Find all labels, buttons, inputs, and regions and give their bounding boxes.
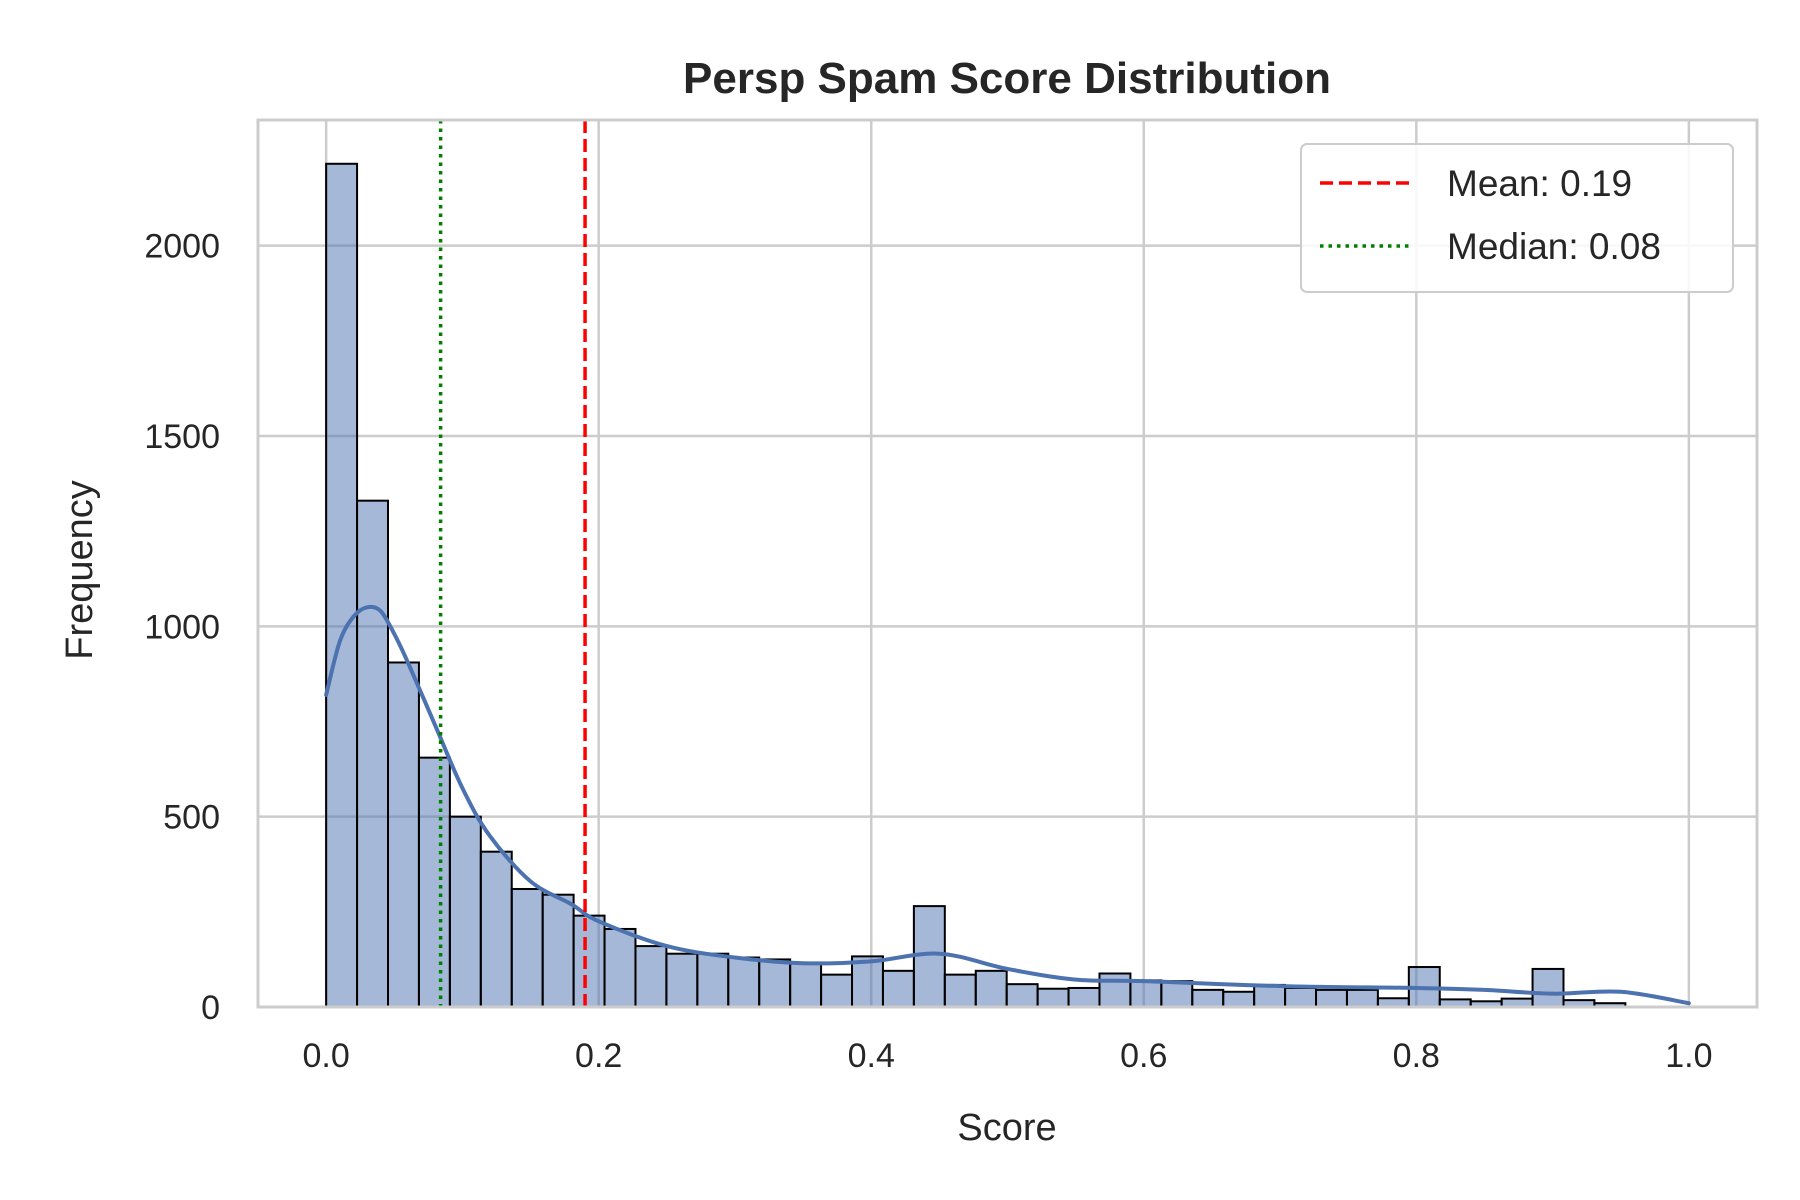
histogram-bar bbox=[479, 850, 513, 1008]
histogram-bar bbox=[696, 952, 730, 1008]
legend-box bbox=[1300, 143, 1734, 293]
x-tick-label: 0.0 bbox=[303, 1037, 350, 1075]
histogram-bar bbox=[1345, 988, 1379, 1008]
histogram-bar bbox=[448, 815, 482, 1009]
legend: Mean: 0.19 Median: 0.08 bbox=[1300, 143, 1734, 293]
histogram-bar bbox=[1160, 980, 1194, 1008]
histogram-bar bbox=[603, 927, 637, 1008]
histogram-bar bbox=[510, 887, 544, 1008]
plot-frame bbox=[256, 118, 1759, 1009]
histogram-bar bbox=[789, 962, 823, 1008]
x-axis-label: Score bbox=[957, 1107, 1056, 1149]
histogram-bar bbox=[1067, 986, 1101, 1008]
histogram-bar bbox=[356, 499, 390, 1008]
histogram-bar bbox=[665, 952, 699, 1008]
legend-median-label: Median: 0.08 bbox=[1447, 226, 1661, 267]
legend-mean-label: Mean: 0.19 bbox=[1447, 163, 1632, 204]
histogram-bar bbox=[1253, 983, 1287, 1008]
y-axis-label: Frequency bbox=[59, 480, 101, 660]
histogram-bar bbox=[634, 945, 668, 1009]
y-tick-labels: 0 500 1000 1500 2000 bbox=[144, 228, 220, 1027]
histogram-bar bbox=[417, 756, 451, 1008]
histogram-bar bbox=[881, 969, 915, 1009]
histogram-bar bbox=[974, 969, 1008, 1009]
histogram-bar bbox=[1531, 967, 1565, 1009]
y-tick-label: 2000 bbox=[144, 228, 220, 266]
kde-curve bbox=[324, 604, 1691, 1006]
histogram-bar bbox=[1284, 986, 1318, 1008]
x-tick-label: 0.6 bbox=[1120, 1037, 1167, 1075]
histogram-bar bbox=[1222, 990, 1256, 1008]
histogram-bar bbox=[1005, 983, 1039, 1009]
histogram-bar bbox=[1036, 987, 1070, 1009]
histogram-bar bbox=[325, 162, 359, 1008]
x-tick-label: 1.0 bbox=[1665, 1037, 1712, 1075]
chart-title: Persp Spam Score Distribution bbox=[683, 54, 1331, 103]
x-tick-label: 0.2 bbox=[575, 1037, 622, 1075]
histogram-bar bbox=[1191, 988, 1225, 1008]
y-tick-label: 0 bbox=[201, 989, 220, 1027]
histogram-bar bbox=[1129, 979, 1163, 1008]
histogram-bar bbox=[943, 973, 977, 1008]
histogram-bar bbox=[572, 914, 606, 1008]
histogram-bar bbox=[541, 893, 575, 1009]
histogram-bar bbox=[387, 661, 420, 1008]
histogram-bar bbox=[820, 973, 854, 1008]
y-tick-label: 500 bbox=[163, 799, 220, 837]
histogram-bar bbox=[1315, 988, 1348, 1008]
histogram-bar bbox=[727, 956, 761, 1009]
x-tick-label: 0.8 bbox=[1393, 1037, 1440, 1075]
histogram-bar bbox=[1098, 972, 1132, 1008]
x-tick-labels: 0.0 0.2 0.4 0.6 0.8 1.0 bbox=[303, 1037, 1713, 1075]
y-tick-label: 1000 bbox=[144, 608, 220, 646]
y-tick-label: 1500 bbox=[144, 418, 220, 456]
x-tick-label: 0.4 bbox=[848, 1037, 895, 1075]
histogram-bar bbox=[758, 958, 792, 1009]
